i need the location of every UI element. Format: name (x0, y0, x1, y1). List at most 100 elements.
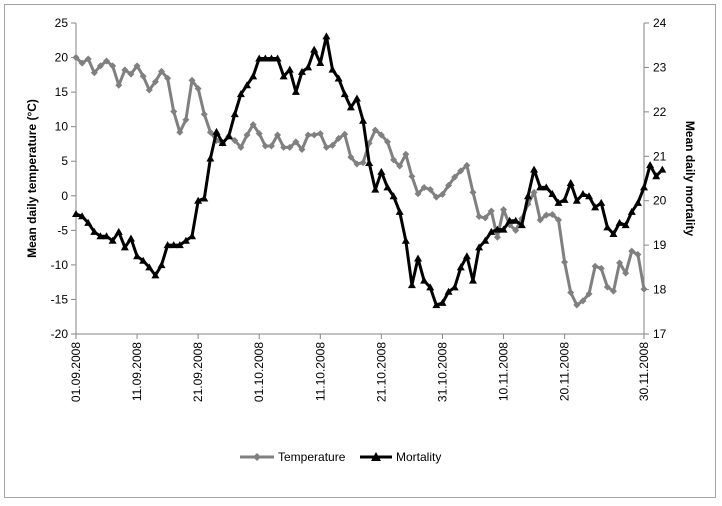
right-tick-label: 18 (653, 283, 667, 297)
mortality-point (475, 243, 484, 251)
mortality-point (615, 218, 624, 226)
mortality-point (591, 203, 600, 211)
temperature-point (151, 78, 159, 86)
x-tick-label: 11.10.2008 (313, 342, 327, 401)
mortality-point (548, 190, 557, 198)
left-tick-label: 5 (61, 154, 68, 168)
mortality-point (102, 232, 111, 240)
temperature-point (304, 131, 312, 139)
temperature-point (432, 193, 440, 201)
x-tick-label: 01.10.2008 (252, 342, 266, 402)
mortality-point (658, 165, 667, 173)
mortality-point (383, 183, 392, 191)
temperature-point (243, 131, 251, 139)
legend-mortality-label: Mortality (396, 450, 441, 464)
mortality-point (334, 74, 343, 82)
temperature-point (445, 181, 453, 189)
left-axis-title: Mean daily temperature (°C) (25, 99, 39, 258)
x-tick-label: 31.10.2008 (435, 342, 449, 402)
mortality-point (304, 63, 313, 71)
temperature-point (78, 59, 86, 67)
mortality-point (114, 227, 123, 235)
mortality-point (194, 196, 203, 204)
temperature-point (554, 216, 562, 224)
temperature-point (72, 54, 80, 62)
mortality-point (133, 252, 142, 260)
temperature-point (463, 161, 471, 169)
legend-temperature-label: Temperature (278, 450, 346, 464)
temperature-point (341, 130, 349, 138)
temperature-point (603, 283, 611, 291)
mortality-point (328, 65, 337, 73)
mortality-point (401, 236, 410, 244)
mortality-point (438, 298, 447, 306)
mortality-point (420, 276, 429, 284)
right-tick-label: 24 (653, 16, 667, 30)
legend-mortality-marker (371, 452, 381, 461)
mortality-point (249, 72, 258, 80)
mortality-point (181, 236, 190, 244)
right-tick-label: 17 (653, 327, 667, 341)
mortality-point (188, 232, 197, 240)
mortality-point (603, 223, 612, 231)
mortality-point (157, 261, 166, 269)
mortality-point (145, 263, 154, 271)
temperature-point (335, 134, 343, 142)
temperature-point (359, 159, 367, 167)
temperature-point (176, 128, 184, 136)
mortality-point (432, 301, 441, 309)
mortality-point (523, 192, 532, 200)
temperature-point (493, 233, 501, 241)
mortality-point (359, 116, 368, 124)
temperature-point (622, 269, 630, 277)
mortality-point (493, 225, 502, 233)
right-tick-label: 20 (653, 194, 667, 208)
x-tick-label: 11.09.2008 (130, 342, 144, 401)
temperature-point (286, 143, 294, 151)
mortality-point (414, 254, 423, 262)
temperature-point (347, 153, 355, 161)
temperature-point (371, 126, 379, 134)
temperature-point (548, 210, 556, 218)
temperature-point (616, 259, 624, 267)
mortality-point (407, 281, 416, 289)
tick-labels: -20 -15 -10 -5 0 5 10 15 20 25 17 18 19 20 21 22 23 24 01.… (25, 16, 697, 402)
temperature-point (145, 86, 153, 94)
temperature-point (414, 190, 422, 198)
temperature-point (206, 128, 214, 136)
right-tick-label: 19 (653, 238, 667, 252)
temperature-point (377, 131, 385, 139)
mortality-point (267, 54, 276, 62)
mortality-point (175, 241, 184, 249)
temperature-point (438, 190, 446, 198)
temperature-point (127, 70, 135, 78)
mortality-point (291, 87, 300, 95)
mortality-point (542, 183, 551, 191)
temperature-point (121, 66, 129, 74)
temperature-point (329, 141, 337, 149)
mortality-point (261, 54, 270, 62)
mortality-point (627, 207, 636, 215)
mortality-point (96, 232, 105, 240)
legend-temperature-marker (253, 453, 261, 461)
temperature-point (280, 143, 288, 151)
temperature-point (292, 138, 300, 146)
left-tick-label: 0 (61, 189, 68, 203)
mortality-point (255, 54, 264, 62)
mortality-point (481, 236, 490, 244)
mortality-point (426, 283, 435, 291)
mortality-point (273, 54, 282, 62)
mortality-point (597, 198, 606, 206)
temperature-point (475, 213, 483, 221)
temperature-series (72, 54, 648, 309)
temperature-point (249, 121, 257, 129)
temperature-point (298, 145, 306, 153)
mortality-point (554, 198, 563, 206)
temperature-point (585, 290, 593, 298)
mortality-point (297, 67, 306, 75)
temperature-point (310, 131, 318, 139)
temperature-point (255, 130, 263, 138)
temperature-point (390, 156, 398, 164)
temperature-point (561, 258, 569, 266)
